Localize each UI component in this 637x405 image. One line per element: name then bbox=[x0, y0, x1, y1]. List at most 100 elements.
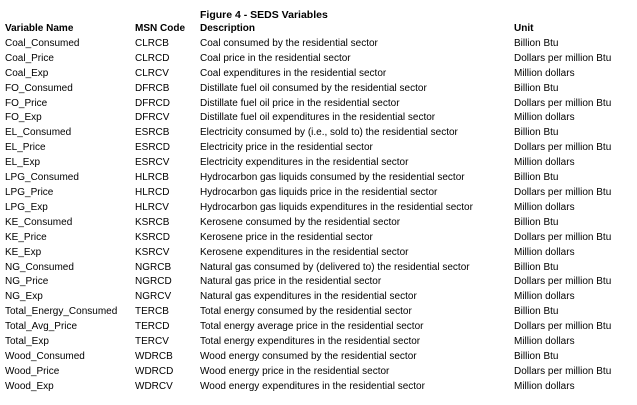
description-cell: Natural gas consumed by (delivered to) t… bbox=[200, 261, 470, 273]
description-cell: Wood energy expenditures in the resident… bbox=[200, 380, 425, 392]
table-row: Total_Exp TERCV Total energy expenditures … bbox=[5, 335, 636, 350]
variable-name-cell: Coal_Price bbox=[5, 52, 54, 64]
table-row: Wood_Exp WDRCV Wood energy expenditures in… bbox=[5, 380, 636, 395]
table-row: FO_Price DFRCD Distillate fuel oil price i… bbox=[5, 97, 636, 112]
description-cell: Natural gas price in the residential sec… bbox=[200, 276, 382, 288]
unit-cell: Billion Btu bbox=[514, 261, 559, 273]
table-row: EL_Consumed ESRCB Electricity consumed by … bbox=[5, 126, 636, 141]
table-row: NG_Price NGRCD Natural gas price in the re… bbox=[5, 275, 636, 290]
unit-cell: Billion Btu bbox=[514, 216, 559, 228]
msn-code-cell: ESRCV bbox=[135, 157, 170, 169]
msn-code-cell: NGRCD bbox=[135, 276, 172, 288]
variable-name-cell: LPG_Price bbox=[5, 186, 54, 198]
unit-cell: Dollars per million Btu bbox=[514, 97, 612, 109]
unit-cell: Dollars per million Btu bbox=[514, 321, 612, 333]
variable-name-cell: EL_Price bbox=[5, 142, 46, 154]
msn-code-cell: DFRCV bbox=[135, 112, 170, 124]
table-row: Wood_Consumed WDRCB Wood energy consumed b… bbox=[5, 350, 636, 365]
unit-cell: Million dollars bbox=[514, 291, 575, 303]
unit-cell: Billion Btu bbox=[514, 82, 559, 94]
msn-code-cell: HLRCV bbox=[135, 201, 169, 213]
table-row: KE_Consumed KSRCB Kerosene consumed by the… bbox=[5, 216, 636, 231]
unit-cell: Billion Btu bbox=[514, 172, 559, 184]
table-row: Coal_Consumed CLRCB Coal consumed by the r… bbox=[5, 37, 636, 52]
msn-code-cell: TERCB bbox=[135, 306, 169, 318]
description-cell: Wood energy price in the residential sec… bbox=[200, 365, 390, 377]
unit-cell: Dollars per million Btu bbox=[514, 52, 612, 64]
variable-name-cell: Total_Avg_Price bbox=[5, 321, 78, 333]
description-cell: Hydrocarbon gas liquids consumed by the … bbox=[200, 172, 465, 184]
unit-cell: Dollars per million Btu bbox=[514, 142, 612, 154]
variable-name-cell: Wood_Consumed bbox=[5, 350, 85, 362]
header-msn-code: MSN Code bbox=[135, 23, 185, 34]
table-body: Coal_Consumed CLRCB Coal consumed by the r… bbox=[5, 37, 636, 395]
variable-name-cell: FO_Consumed bbox=[5, 82, 73, 94]
variable-name-cell: Total_Exp bbox=[5, 336, 49, 348]
unit-cell: Million dollars bbox=[514, 67, 575, 79]
msn-code-cell: KSRCV bbox=[135, 246, 170, 258]
seds-variables-table: Variable Name MSN Code Description Unit … bbox=[5, 22, 636, 395]
variable-name-cell: Wood_Price bbox=[5, 365, 60, 377]
variable-name-cell: FO_Exp bbox=[5, 112, 42, 124]
variable-name-cell: NG_Price bbox=[5, 276, 49, 288]
variable-name-cell: Total_Energy_Consumed bbox=[5, 306, 118, 318]
header-variable-name: Variable Name bbox=[5, 23, 74, 34]
variable-name-cell: NG_Exp bbox=[5, 291, 43, 303]
msn-code-cell: WDRCD bbox=[135, 365, 174, 377]
table-row: EL_Exp ESRCV Electricity expenditures in t… bbox=[5, 156, 636, 171]
figure-title: Figure 4 - SEDS Variables bbox=[200, 9, 328, 21]
table-row: Total_Energy_Consumed TERCB Total energy c… bbox=[5, 305, 636, 320]
unit-cell: Million dollars bbox=[514, 157, 575, 169]
unit-cell: Million dollars bbox=[514, 380, 575, 392]
table-row: FO_Consumed DFRCB Distillate fuel oil cons… bbox=[5, 82, 636, 97]
variable-name-cell: LPG_Exp bbox=[5, 201, 48, 213]
description-cell: Distillate fuel oil expenditures in the … bbox=[200, 112, 436, 124]
table-row: NG_Consumed NGRCB Natural gas consumed by … bbox=[5, 261, 636, 276]
variable-name-cell: NG_Consumed bbox=[5, 261, 74, 273]
unit-cell: Dollars per million Btu bbox=[514, 231, 612, 243]
unit-cell: Billion Btu bbox=[514, 127, 559, 139]
msn-code-cell: ESRCB bbox=[135, 127, 170, 139]
msn-code-cell: CLRCV bbox=[135, 67, 169, 79]
table-row: Coal_Exp CLRCV Coal expenditures in the re… bbox=[5, 67, 636, 82]
table-row: Coal_Price CLRCD Coal price in the residen… bbox=[5, 52, 636, 67]
unit-cell: Billion Btu bbox=[514, 350, 559, 362]
table-row: KE_Price KSRCD Kerosene price in the resid… bbox=[5, 231, 636, 246]
msn-code-cell: CLRCB bbox=[135, 37, 169, 49]
unit-cell: Dollars per million Btu bbox=[514, 276, 612, 288]
msn-code-cell: CLRCD bbox=[135, 52, 170, 64]
unit-cell: Dollars per million Btu bbox=[514, 365, 612, 377]
unit-cell: Billion Btu bbox=[514, 37, 559, 49]
msn-code-cell: HLRCB bbox=[135, 172, 169, 184]
unit-cell: Million dollars bbox=[514, 112, 575, 124]
unit-cell: Billion Btu bbox=[514, 306, 559, 318]
description-cell: Total energy average price in the reside… bbox=[200, 321, 424, 333]
table-row: LPG_Price HLRCD Hydrocarbon gas liquids pr… bbox=[5, 186, 636, 201]
variable-name-cell: EL_Consumed bbox=[5, 127, 72, 139]
msn-code-cell: TERCV bbox=[135, 336, 169, 348]
table-row: Wood_Price WDRCD Wood energy price in the … bbox=[5, 365, 636, 380]
table-row: NG_Exp NGRCV Natural gas expenditures in t… bbox=[5, 290, 636, 305]
description-cell: Kerosene expenditures in the residential… bbox=[200, 246, 409, 258]
description-cell: Kerosene consumed by the residential sec… bbox=[200, 216, 401, 228]
description-cell: Kerosene price in the residential sector bbox=[200, 231, 373, 243]
description-cell: Distillate fuel oil consumed by the resi… bbox=[200, 82, 427, 94]
table-row: EL_Price ESRCD Electricity price in the re… bbox=[5, 141, 636, 156]
variable-name-cell: EL_Exp bbox=[5, 157, 41, 169]
msn-code-cell: DFRCD bbox=[135, 97, 170, 109]
variable-name-cell: Coal_Consumed bbox=[5, 37, 80, 49]
variable-name-cell: KE_Price bbox=[5, 231, 47, 243]
msn-code-cell: NGRCV bbox=[135, 291, 172, 303]
msn-code-cell: WDRCB bbox=[135, 350, 173, 362]
table-row: KE_Exp KSRCV Kerosene expenditures in the … bbox=[5, 246, 636, 261]
table-row: FO_Exp DFRCV Distillate fuel oil expenditu… bbox=[5, 111, 636, 126]
description-cell: Electricity price in the residential sec… bbox=[200, 142, 373, 154]
table-row: LPG_Consumed HLRCB Hydrocarbon gas liquids… bbox=[5, 171, 636, 186]
table-row: LPG_Exp HLRCV Hydrocarbon gas liquids expe… bbox=[5, 201, 636, 216]
variable-name-cell: FO_Price bbox=[5, 97, 48, 109]
description-cell: Electricity consumed by (i.e., sold to) … bbox=[200, 127, 458, 139]
variable-name-cell: Wood_Exp bbox=[5, 380, 54, 392]
header-unit: Unit bbox=[514, 23, 534, 34]
description-cell: Hydrocarbon gas liquids price in the res… bbox=[200, 186, 438, 198]
msn-code-cell: HLRCD bbox=[135, 186, 170, 198]
